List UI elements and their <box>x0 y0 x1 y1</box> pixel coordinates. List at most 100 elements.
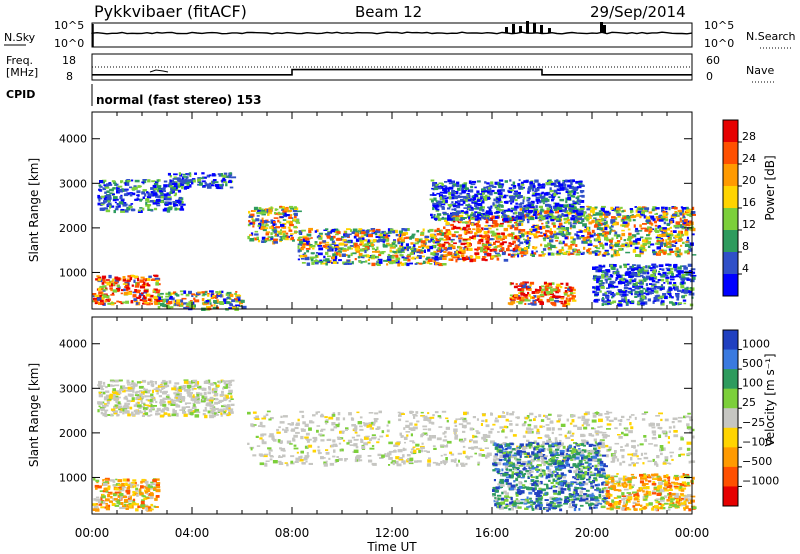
range-gate-cell <box>556 252 562 255</box>
range-gate-cell <box>526 204 532 209</box>
range-gate-cell <box>634 295 638 298</box>
range-gate-cell <box>624 217 629 221</box>
range-gate-cell <box>572 299 577 302</box>
range-gate-cell <box>365 260 368 263</box>
range-gate-cell <box>480 197 483 200</box>
range-gate-cell <box>136 401 140 404</box>
range-gate-cell <box>540 231 543 234</box>
range-gate-cell <box>638 292 644 296</box>
range-gate-cell <box>641 214 645 217</box>
range-gate-cell <box>335 233 339 236</box>
range-gate-cell <box>127 403 130 406</box>
range-gate-cell <box>548 252 551 256</box>
range-gate-cell <box>194 172 197 175</box>
range-gate-cell <box>594 266 599 269</box>
range-gate-cell <box>558 222 563 226</box>
range-gate-cell <box>156 289 161 292</box>
range-gate-cell <box>416 255 422 258</box>
range-gate-cell <box>122 389 126 393</box>
range-gate-cell <box>375 228 381 231</box>
range-gate-cell <box>652 252 657 256</box>
range-gate-cell <box>476 224 481 228</box>
range-gate-cell <box>434 252 440 256</box>
range-gate-cell <box>361 237 365 241</box>
range-gate-cell <box>617 289 622 292</box>
range-gate-cell <box>633 224 636 228</box>
range-gate-cell <box>691 276 696 280</box>
range-gate-cell <box>172 408 175 412</box>
range-gate-cell <box>542 199 548 203</box>
range-gate-cell <box>651 228 655 230</box>
range-gate-cell <box>656 240 662 243</box>
range-gate-cell <box>274 211 277 215</box>
range-gate-cell <box>401 256 405 259</box>
range-gate-cell <box>176 299 181 303</box>
range-gate-cell <box>124 402 127 406</box>
range-gate-cell <box>218 380 222 384</box>
range-gate-cell <box>297 243 301 246</box>
range-gate-cell <box>594 301 599 303</box>
range-gate-cell <box>184 402 187 405</box>
range-gate-cell <box>498 447 501 450</box>
range-gate-cell <box>169 175 172 178</box>
range-gate-cell <box>517 235 522 238</box>
range-gate-cell <box>516 238 519 241</box>
range-gate-cell <box>182 385 187 388</box>
range-gate-cell <box>496 190 502 192</box>
range-gate-cell <box>587 206 592 209</box>
range-gate-cell <box>605 220 608 223</box>
range-gate-cell <box>486 247 490 251</box>
range-gate-cell <box>567 196 571 201</box>
range-gate-cell <box>170 188 173 191</box>
range-gate-cell <box>117 406 121 409</box>
range-gate-cell <box>318 237 323 240</box>
range-gate-cell <box>492 185 497 188</box>
range-gate-cell <box>637 272 641 276</box>
range-gate-cell <box>215 183 220 187</box>
range-gate-cell <box>557 181 561 184</box>
range-gate-cell <box>269 226 273 229</box>
range-gate-cell <box>364 249 367 254</box>
range-gate-cell <box>541 288 546 291</box>
range-gate-cell <box>308 245 312 249</box>
range-gate-cell <box>302 237 307 241</box>
range-gate-cell <box>536 225 542 229</box>
range-gate-cell <box>644 289 648 293</box>
range-gate-cell <box>647 298 651 302</box>
range-gate-cell <box>497 189 502 191</box>
range-gate-cell <box>223 172 228 175</box>
range-gate-cell <box>280 223 285 227</box>
range-gate-cell <box>571 292 576 294</box>
range-gate-cell <box>559 187 565 190</box>
range-gate-cell <box>674 206 678 210</box>
range-gate-cell <box>266 410 271 413</box>
range-gate-cell <box>451 212 457 216</box>
range-gate-cell <box>346 259 350 262</box>
range-gate-cell <box>99 287 104 291</box>
range-gate-cell <box>540 199 545 203</box>
range-gate-cell <box>138 209 142 212</box>
range-gate-cell <box>163 196 168 199</box>
range-gate-cell <box>522 216 525 218</box>
range-gate-cell <box>398 237 402 240</box>
range-gate-cell <box>629 415 632 419</box>
range-gate-cell <box>637 270 643 274</box>
range-gate-cell <box>653 230 658 232</box>
range-gate-cell <box>260 226 266 230</box>
range-gate-cell <box>508 242 512 245</box>
range-gate-cell <box>638 206 641 209</box>
range-gate-cell <box>668 426 672 429</box>
range-gate-cell <box>680 453 685 456</box>
range-gate-cell <box>188 307 191 309</box>
range-gate-cell <box>527 204 532 207</box>
range-gate-cell <box>143 403 146 406</box>
range-gate-cell <box>680 278 686 281</box>
range-gate-cell <box>459 220 462 223</box>
range-gate-cell <box>625 244 628 246</box>
range-gate-cell <box>524 231 527 235</box>
range-gate-cell <box>350 247 354 250</box>
range-gate-cell <box>662 210 666 214</box>
range-gate-cell <box>214 391 218 393</box>
range-gate-cell <box>269 455 274 457</box>
range-gate-cell <box>108 395 113 399</box>
